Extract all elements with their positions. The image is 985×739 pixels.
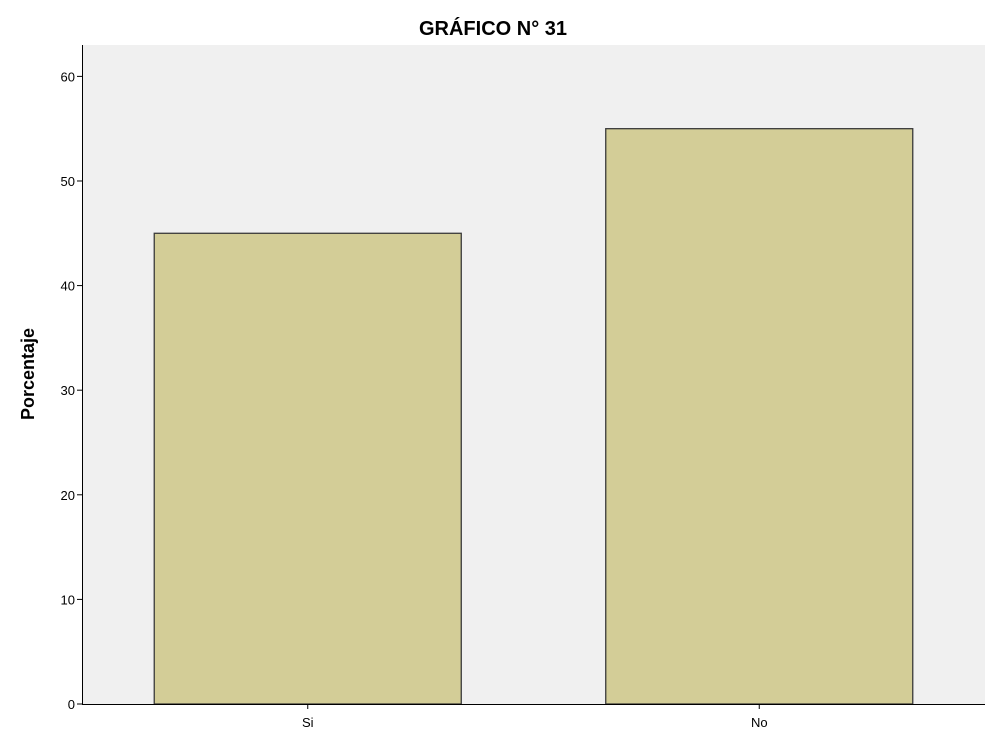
x-axis-ticks: Si No — [302, 704, 768, 730]
y-tick-label: 40 — [61, 279, 75, 294]
bar-no — [605, 128, 914, 705]
x-tick-label-no: No — [751, 715, 768, 730]
bar-si — [153, 232, 462, 705]
x-tick-label-si: Si — [302, 715, 314, 730]
chart-title: GRÁFICO N° 31 — [419, 17, 567, 40]
bars — [153, 128, 914, 705]
y-axis-ticks: 0 10 20 30 40 50 60 — [61, 69, 82, 712]
y-tick-label: 20 — [61, 488, 75, 503]
y-tick-label: 0 — [68, 697, 75, 712]
y-tick-label: 50 — [61, 174, 75, 189]
y-axis-label: Porcentaje — [18, 328, 38, 420]
y-tick-label: 10 — [61, 592, 75, 607]
y-tick-label: 30 — [61, 383, 75, 398]
y-tick-label: 60 — [61, 69, 75, 84]
